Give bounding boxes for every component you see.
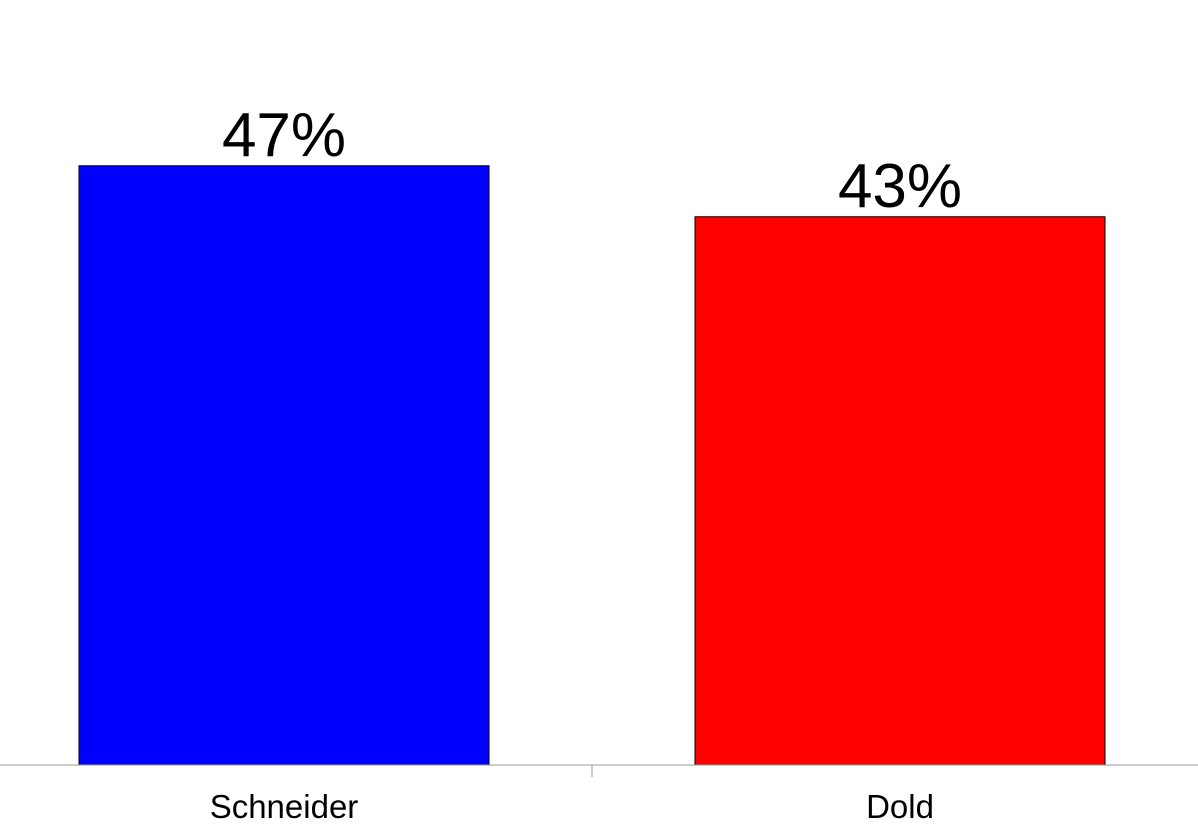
x-tick-label: Schneider (210, 788, 359, 825)
bar (78, 165, 490, 766)
x-tick-label: Dold (866, 788, 934, 825)
value-label: 47% (222, 101, 346, 170)
value-label: 43% (838, 152, 962, 221)
bar (694, 216, 1106, 766)
